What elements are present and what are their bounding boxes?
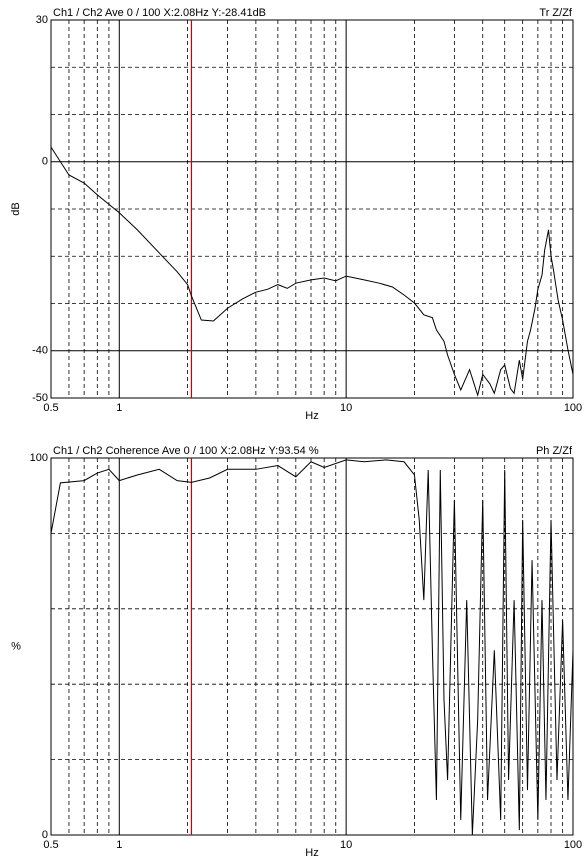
x-tick-label: 100 [564, 839, 582, 851]
header-bg [538, 6, 574, 19]
header-text: Ch1 / Ch2 Coherence Ave 0 / 100 X:2.08Hz… [53, 445, 319, 457]
header-text: Ch1 / Ch2 Ave 0 / 100 X:2.08Hz Y:-28.41d… [53, 7, 266, 19]
y-tick-label: 100 [30, 452, 48, 464]
header-bg [534, 444, 574, 457]
header-text: Tr Z/Zf [539, 7, 573, 19]
y-tick-label: -40 [32, 345, 48, 357]
y-axis-label: % [11, 640, 21, 652]
x-tick-label: 0.5 [43, 839, 58, 851]
header-bg [52, 444, 320, 457]
header-bg [52, 6, 268, 19]
header-text: Ph Z/Zf [536, 445, 573, 457]
x-tick-label: 10 [340, 402, 352, 414]
x-axis-label: Hz [305, 410, 318, 422]
x-axis-label: Hz [305, 847, 318, 859]
data-line [51, 459, 573, 835]
x-tick-label: 10 [340, 839, 352, 851]
x-tick-label: 100 [564, 402, 582, 414]
plot-frame [50, 19, 574, 399]
plot: 30 0 -40 -500.5 1 10 100 Ch1 / Ch2 Ave 0 / 100 … [10, 6, 582, 422]
plot: 100 00.5 1 10 100 Ch1 / Ch2 Coherence Ave 0 /… [11, 444, 582, 859]
y-axis-label: dB [10, 202, 22, 215]
x-tick-label: 0.5 [43, 402, 58, 414]
y-tick-label: -50 [32, 392, 48, 404]
x-tick-label: 1 [116, 839, 122, 851]
y-tick-label: 0 [42, 829, 48, 841]
data-line [51, 146, 573, 398]
x-tick-label: 1 [116, 402, 122, 414]
y-tick-label: 0 [42, 156, 48, 168]
y-tick-label: 30 [36, 14, 48, 26]
plot-frame [50, 457, 574, 836]
